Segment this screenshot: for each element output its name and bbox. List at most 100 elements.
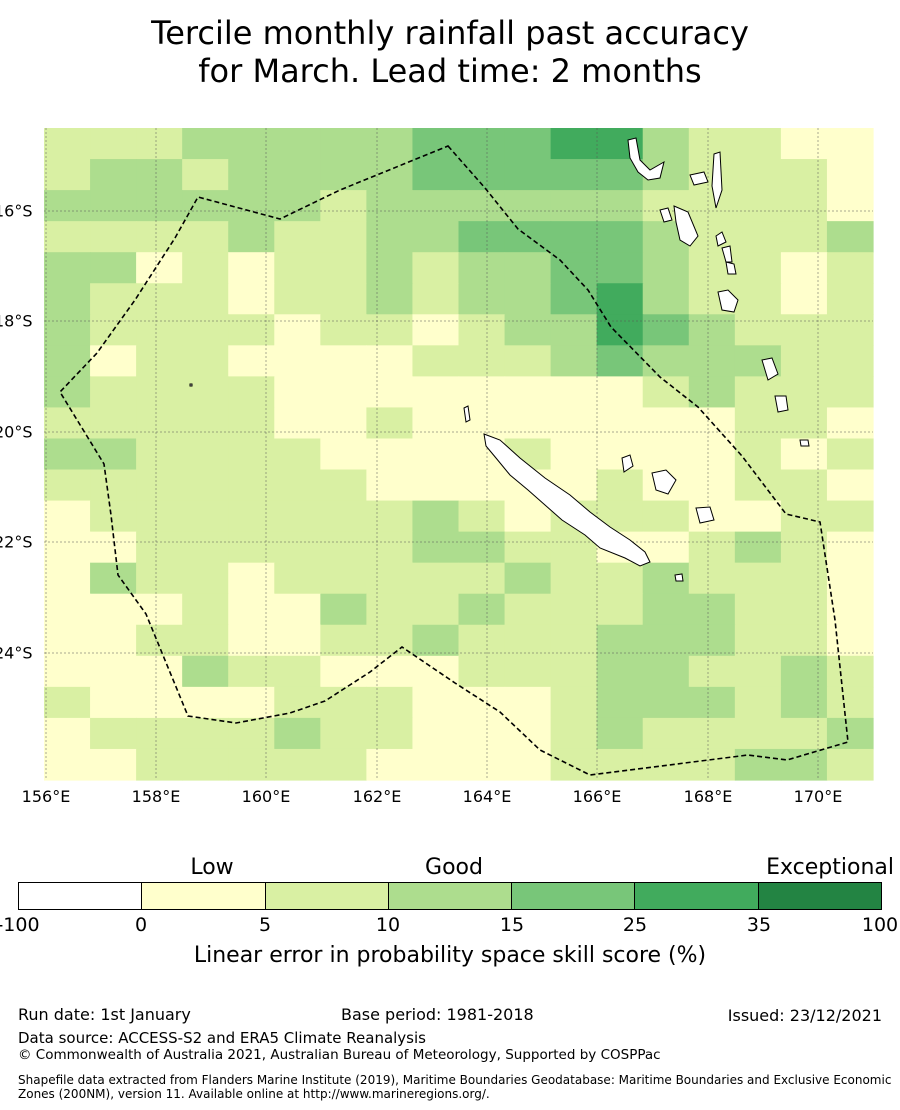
island-outline (715, 231, 727, 247)
skill-cell (44, 593, 91, 626)
skill-cell (826, 686, 874, 719)
skill-cell (274, 500, 321, 533)
colorbar-segment (512, 883, 636, 909)
skill-cell (44, 221, 91, 253)
skill-cell (366, 438, 414, 471)
skill-cell (320, 748, 367, 781)
skill-cell (320, 531, 367, 564)
skill-cell (136, 686, 183, 719)
lon-label-156: 156°E (21, 787, 71, 806)
skill-cell (136, 624, 183, 657)
skill-cell (90, 159, 137, 191)
skill-cell (228, 314, 275, 346)
skill-cell (642, 283, 690, 315)
lon-label-164: 164°E (462, 787, 512, 806)
skill-cell (136, 128, 183, 160)
skill-cell (136, 531, 183, 564)
skill-cell (44, 314, 91, 346)
category-good: Good (425, 855, 483, 880)
skill-cell (412, 748, 460, 781)
island-outline (799, 439, 810, 447)
skill-cell (228, 283, 275, 315)
skill-cell (366, 376, 414, 409)
skill-cell (596, 562, 644, 595)
skill-cell (182, 314, 229, 346)
skill-cell (734, 252, 782, 284)
skill-cell (228, 190, 275, 222)
skill-cell (688, 531, 736, 564)
skill-cell (596, 686, 644, 719)
colorbar-tick: 100 (861, 914, 899, 936)
skill-cell (366, 283, 414, 315)
colorbar-tick: 5 (258, 914, 272, 936)
skill-cell (504, 655, 552, 688)
skill-cell (136, 407, 183, 440)
data-source: Data source: ACCESS-S2 and ERA5 Climate … (18, 1029, 426, 1047)
skill-cell (44, 531, 91, 564)
skill-cell (366, 655, 414, 688)
skill-cell (780, 531, 828, 564)
skill-cell (228, 159, 275, 191)
skill-cell (504, 686, 552, 719)
skill-cell (366, 748, 414, 781)
skill-cell (826, 221, 874, 253)
skill-cell (320, 128, 367, 160)
lon-label-166: 166°E (572, 787, 622, 806)
skill-cell (274, 221, 321, 253)
skill-cell (320, 221, 367, 253)
skill-cell (366, 624, 414, 657)
map-panel (0, 118, 900, 788)
skill-cell (734, 531, 782, 564)
skill-cell (826, 624, 874, 657)
skill-cell (642, 128, 690, 160)
title-line-1: Tercile monthly rainfall past accuracy (151, 14, 749, 52)
skill-cell (826, 469, 874, 502)
skill-cell (412, 500, 460, 533)
skill-cell (182, 345, 229, 377)
skill-cell (274, 190, 321, 222)
skill-cell (90, 562, 137, 595)
skill-cell (550, 221, 598, 253)
skill-cell (320, 407, 367, 440)
skill-cell (780, 624, 828, 657)
skill-cell (642, 717, 690, 750)
island-outline (189, 383, 193, 387)
skill-cell (826, 531, 874, 564)
skill-cell (136, 345, 183, 377)
skill-cell (688, 376, 736, 409)
skill-cell (182, 438, 229, 471)
skill-cell (504, 500, 552, 533)
copyright: © Commonwealth of Australia 2021, Austra… (18, 1047, 661, 1063)
lon-label-158: 158°E (131, 787, 181, 806)
skill-cell (826, 655, 874, 688)
skill-cell (504, 283, 552, 315)
skill-cell (136, 376, 183, 409)
island-outline (725, 261, 737, 275)
skill-cell (504, 593, 552, 626)
skill-cell (642, 686, 690, 719)
island-outline (674, 573, 684, 582)
skill-cell (642, 624, 690, 657)
skill-cell (458, 717, 506, 750)
skill-cell (596, 376, 644, 409)
skill-cell (44, 190, 91, 222)
skill-cell (780, 593, 828, 626)
skill-cell (136, 159, 183, 191)
colorbar-tick: -100 (0, 914, 40, 936)
skill-cell (550, 314, 598, 346)
skill-cell (182, 252, 229, 284)
skill-cell (458, 655, 506, 688)
skill-cell (458, 531, 506, 564)
skill-cell (596, 252, 644, 284)
skill-cell (780, 376, 828, 409)
skill-cell (274, 686, 321, 719)
skill-cell (458, 562, 506, 595)
skill-cell (228, 593, 275, 626)
skill-cell (504, 159, 552, 191)
colorbar-segment (19, 883, 143, 909)
skill-cell (642, 655, 690, 688)
lat-label-24: 24°S (0, 643, 33, 663)
lat-label-22: 22°S (0, 532, 33, 552)
skill-cell (458, 686, 506, 719)
skill-cell (550, 686, 598, 719)
